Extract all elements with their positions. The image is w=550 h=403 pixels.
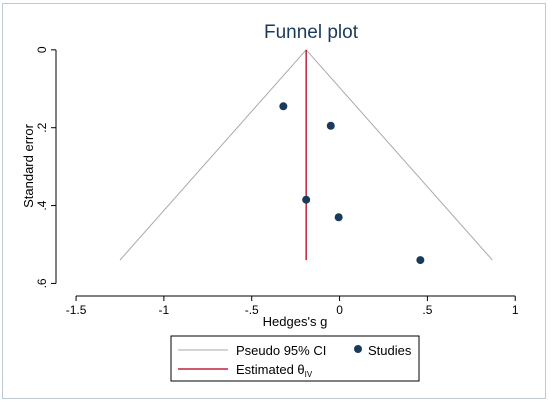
y-tick-label: .6 <box>35 278 49 288</box>
study-point <box>302 195 311 204</box>
x-axis-label: Hedges's g <box>263 314 328 329</box>
legend-estimate-text: Estimated θ <box>236 362 305 377</box>
study-point <box>416 256 425 265</box>
legend-estimate-subscript: IV <box>305 370 313 379</box>
legend-studies-label: Studies <box>368 343 412 358</box>
y-tick-label: .2 <box>35 122 49 132</box>
legend: Pseudo 95% CI Studies Estimated θIV <box>170 335 420 382</box>
legend-box <box>170 335 420 382</box>
chart-title: Funnel plot <box>264 22 359 43</box>
x-tick-label: -.5 <box>245 303 259 317</box>
x-tick-label: 1 <box>512 303 519 317</box>
ci-line-right <box>305 49 493 261</box>
x-tick-label: 0 <box>336 303 343 317</box>
x-tick-label: -1 <box>159 303 170 317</box>
x-tick-label: -1.5 <box>66 303 87 317</box>
y-tick-label: .4 <box>35 200 49 210</box>
x-tick-label: .5 <box>422 303 432 317</box>
legend-ci-label: Pseudo 95% CI <box>236 343 326 358</box>
legend-studies-marker <box>354 345 362 353</box>
legend-estimate-label: Estimated θIV <box>236 362 313 379</box>
y-axis-label: Standard error <box>21 123 36 207</box>
study-point <box>334 213 343 222</box>
study-point <box>326 121 335 130</box>
y-tick-label: 0 <box>35 46 49 53</box>
ci-line-left <box>119 49 307 261</box>
study-point <box>279 102 288 111</box>
plot-area: -1.5 -1 -.5 0 .5 1 0 .2 .4 .6 <box>35 46 519 317</box>
